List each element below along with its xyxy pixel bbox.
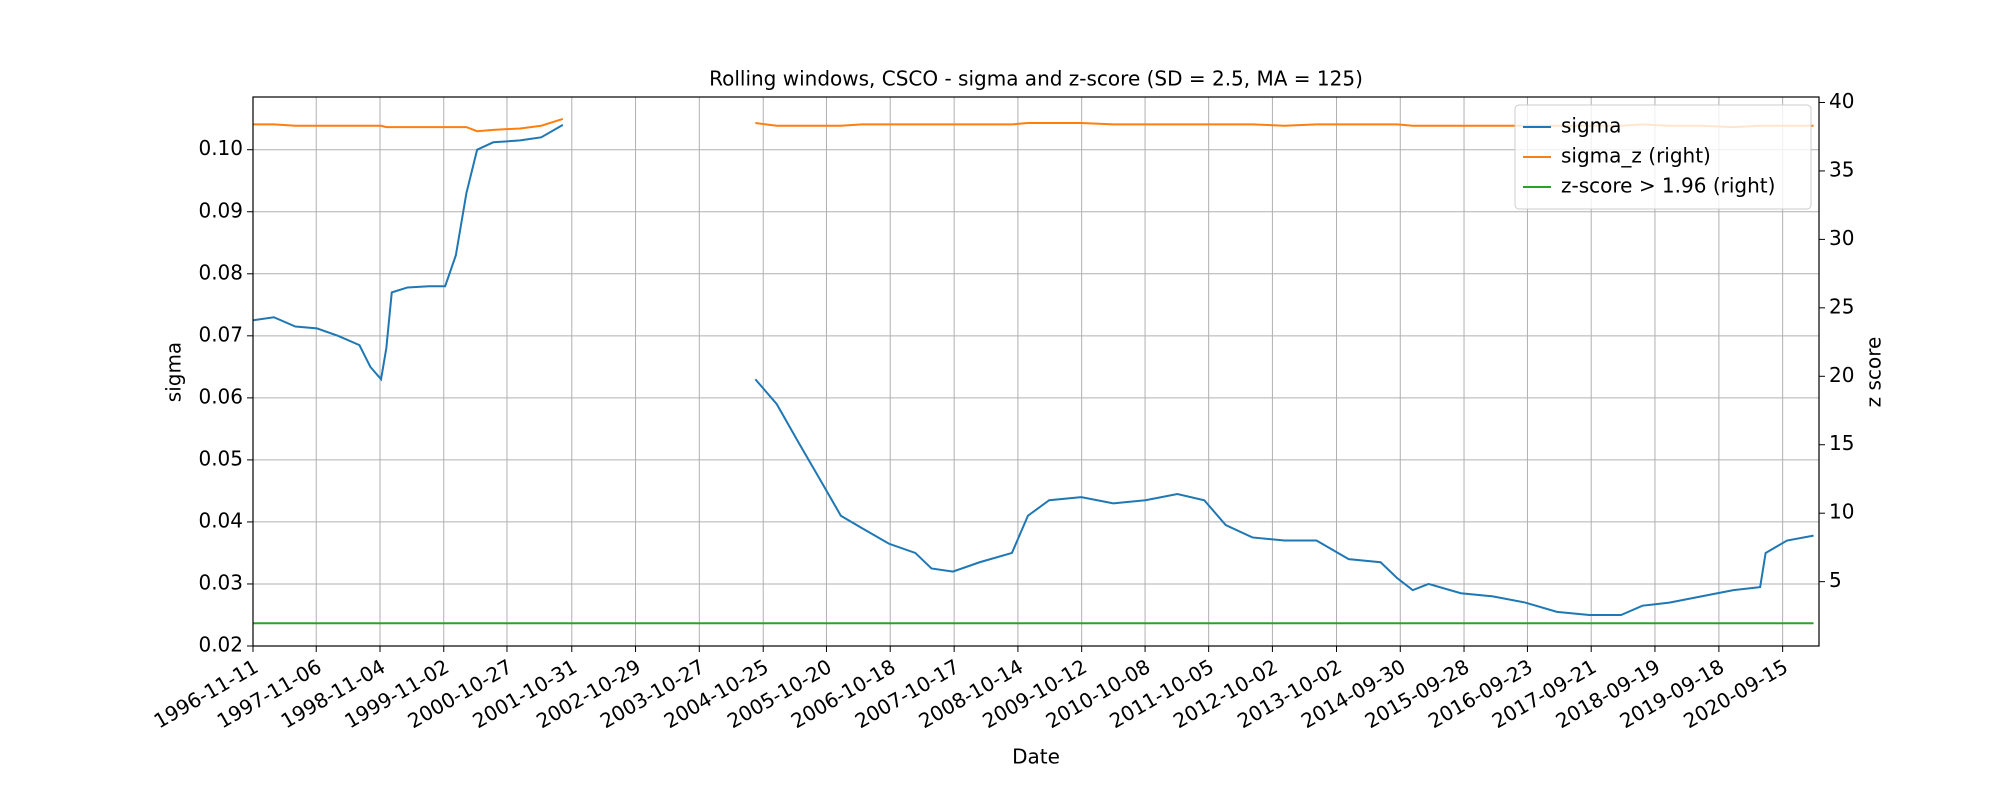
- chart-title: Rolling windows, CSCO - sigma and z-scor…: [709, 67, 1363, 91]
- y-tick-label: 0.10: [198, 136, 243, 160]
- y2-tick-label: 20: [1829, 363, 1854, 387]
- y2-tick-label: 15: [1829, 431, 1854, 455]
- y-axis-label: sigma: [162, 342, 186, 402]
- y2-tick-label: 35: [1829, 157, 1854, 181]
- series-line: [253, 117, 564, 133]
- y2-axis-label: z score: [1862, 337, 1886, 408]
- y2-tick-label: 30: [1829, 226, 1854, 250]
- legend-label: sigma_z (right): [1561, 144, 1711, 168]
- y2-tick-label: 25: [1829, 294, 1854, 318]
- legend-label: z-score > 1.96 (right): [1561, 174, 1775, 198]
- plot-frame: [252, 96, 1820, 647]
- y-tick-label: 0.02: [198, 633, 243, 657]
- series-line: [754, 378, 1814, 616]
- y-tick-label: 0.06: [198, 384, 243, 408]
- y2-tick-label: 40: [1829, 89, 1854, 113]
- legend-label: sigma: [1561, 114, 1621, 138]
- y-tick-label: 0.07: [198, 322, 243, 346]
- series-line: [252, 124, 564, 382]
- y-tick-label: 0.08: [198, 260, 243, 284]
- y-tick-label: 0.05: [198, 446, 243, 470]
- y2-tick-label: 10: [1829, 500, 1854, 524]
- y-tick-label: 0.09: [198, 198, 243, 222]
- x-axis-label: Date: [1012, 745, 1060, 769]
- y2-tick-label: 5: [1829, 568, 1842, 592]
- y-tick-label: 0.04: [198, 508, 243, 532]
- y-tick-label: 0.03: [198, 570, 243, 594]
- legend-box: [1514, 104, 1812, 210]
